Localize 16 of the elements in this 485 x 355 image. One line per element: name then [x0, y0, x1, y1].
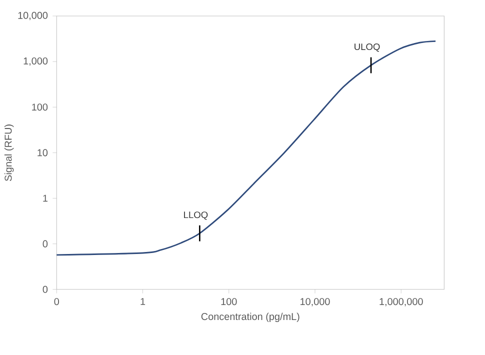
y-tick-label: 1 — [43, 194, 48, 202]
y-axis-title: Signal (RFU) — [4, 124, 14, 181]
y-tick-label: 10,000 — [18, 12, 48, 20]
x-tick-label: 1,000,000 — [380, 298, 423, 306]
annotation: ULOQ — [354, 43, 380, 52]
y-tick-label: 0 — [42, 240, 48, 248]
y-tick-label: 100 — [32, 103, 48, 110]
x-tick-label: 100 — [221, 298, 237, 305]
x-tick-label: 0 — [54, 298, 60, 305]
x-axis-title: Concentration (pg/mL) — [201, 312, 300, 322]
annotation: LLOQ — [184, 211, 208, 220]
y-tick-label: 10 — [38, 148, 48, 156]
y-tick-label: 1,000 — [24, 57, 48, 66]
y-tick-label: 0 — [42, 286, 48, 293]
x-tick-label: 1 — [140, 298, 146, 305]
x-tick-label: 10,000 — [300, 298, 330, 306]
